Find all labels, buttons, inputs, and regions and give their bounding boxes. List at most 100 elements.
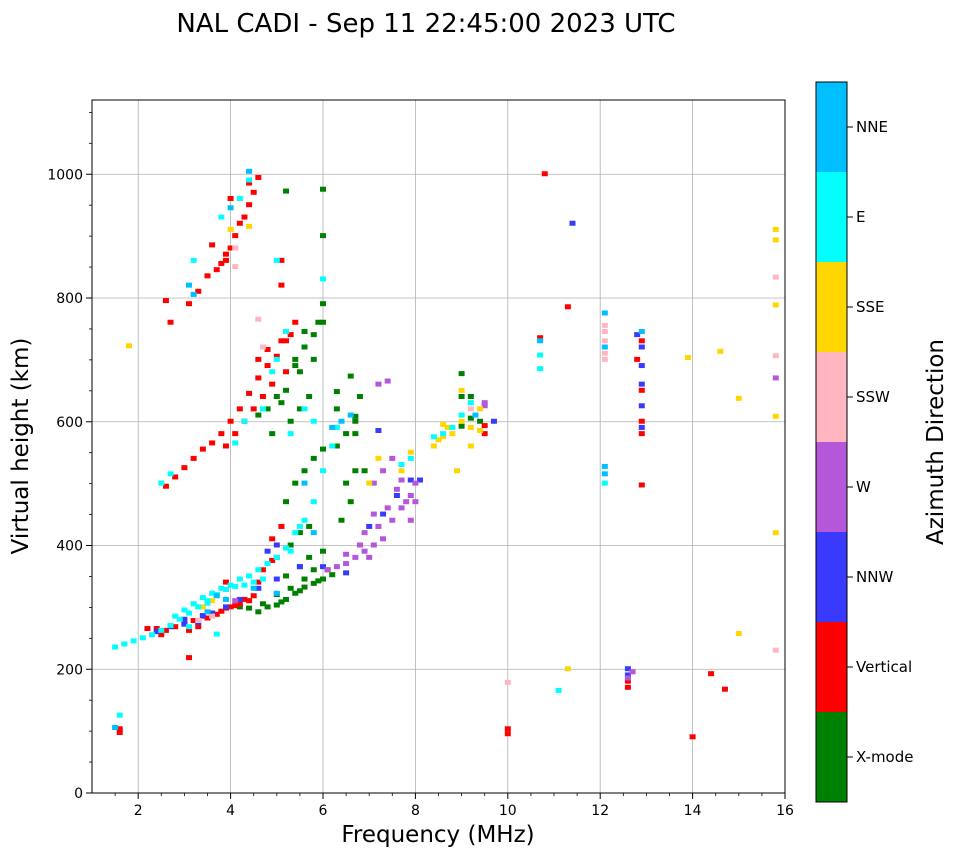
data-point-nnw	[380, 511, 387, 517]
data-point-x-mode	[467, 415, 474, 421]
data-point-vertical	[624, 684, 631, 690]
data-point-nne	[601, 463, 608, 469]
x-tick-label: 14	[684, 803, 702, 819]
data-point-e	[467, 400, 474, 406]
data-point-e	[296, 523, 303, 529]
data-point-vertical	[638, 387, 645, 393]
data-point-ssw	[232, 264, 239, 270]
data-point-vertical	[255, 356, 262, 362]
data-point-nnw	[407, 477, 414, 483]
data-point-x-mode	[310, 567, 317, 573]
data-point-x-mode	[333, 406, 340, 412]
data-point-x-mode	[292, 480, 299, 486]
data-point-vertical	[638, 431, 645, 437]
data-point-vertical	[287, 332, 294, 338]
data-point-ssw	[601, 338, 608, 344]
data-point-w	[403, 499, 410, 505]
data-point-nne	[186, 282, 193, 288]
data-point-nne	[250, 585, 257, 591]
data-point-nnw	[255, 585, 262, 591]
data-point-w	[407, 493, 414, 498]
data-point-e	[310, 499, 317, 505]
data-point-e	[430, 434, 437, 440]
data-point-vertical	[195, 288, 202, 294]
data-point-nne	[329, 424, 336, 430]
colorbar-tick-label: Vertical	[856, 658, 912, 676]
data-point-vertical	[278, 338, 285, 344]
data-point-ssw	[259, 344, 266, 350]
data-point-x-mode	[361, 468, 368, 474]
data-point-x-mode	[356, 394, 363, 399]
data-point-e	[250, 579, 257, 585]
y-axis-label: Virtual height (km)	[8, 338, 34, 555]
data-point-nne	[601, 344, 608, 350]
data-point-vertical	[246, 390, 253, 396]
data-point-x-mode	[352, 418, 359, 424]
data-point-e	[130, 638, 137, 644]
data-point-nne	[347, 412, 354, 418]
data-point-vertical	[283, 338, 290, 344]
data-point-vertical	[190, 617, 197, 623]
data-point-vertical	[222, 443, 229, 449]
data-point-e	[273, 356, 280, 362]
data-point-ssw	[195, 617, 202, 623]
data-point-ssw	[232, 245, 239, 251]
data-point-x-mode	[320, 186, 326, 192]
data-point-vertical	[213, 611, 220, 617]
data-point-nne	[537, 338, 544, 344]
data-point-nnw	[624, 672, 631, 678]
data-point-vertical	[259, 567, 266, 573]
data-point-w	[398, 505, 405, 511]
data-point-nnw	[273, 542, 280, 548]
data-point-w	[398, 477, 405, 483]
data-point-x-mode	[255, 609, 262, 615]
data-point-nnw	[264, 548, 271, 554]
data-point-vertical	[259, 394, 266, 399]
data-point-nne	[472, 412, 479, 418]
colorbar-tick-label: X-mode	[856, 748, 913, 766]
data-point-vertical	[116, 729, 123, 735]
data-point-nnw	[273, 576, 280, 582]
data-point-x-mode	[315, 319, 322, 325]
data-point-vertical	[278, 523, 285, 529]
data-point-sse	[467, 424, 474, 430]
data-point-vertical	[162, 483, 169, 489]
data-point-sse	[772, 530, 779, 536]
data-point-x-mode	[310, 356, 317, 362]
data-point-e	[236, 576, 243, 582]
data-point-x-mode	[283, 499, 290, 505]
data-point-vertical	[190, 455, 197, 461]
data-point-x-mode	[347, 499, 354, 505]
data-point-vertical	[481, 431, 488, 437]
data-point-e	[458, 412, 465, 418]
data-point-w	[380, 468, 387, 474]
data-point-vertical	[246, 202, 253, 208]
data-point-vertical	[172, 624, 179, 630]
data-point-e	[121, 641, 128, 647]
data-point-x-mode	[320, 319, 326, 325]
data-point-vertical	[236, 220, 243, 226]
data-point-x-mode	[458, 371, 465, 377]
data-point-nnw	[199, 613, 206, 619]
data-point-vertical	[204, 273, 211, 279]
data-point-vertical	[708, 671, 715, 677]
data-point-vertical	[255, 579, 262, 585]
data-point-x-mode	[264, 604, 271, 610]
data-point-e	[601, 480, 608, 486]
data-point-vertical	[172, 474, 179, 480]
data-point-sse	[453, 468, 460, 474]
data-point-e	[269, 369, 276, 375]
data-point-x-mode	[296, 588, 303, 594]
data-point-x-mode	[264, 406, 271, 412]
data-point-e	[139, 635, 146, 641]
data-point-w	[370, 480, 377, 486]
data-point-e	[407, 455, 414, 461]
data-point-vertical	[689, 734, 696, 740]
data-point-e	[555, 687, 562, 693]
data-point-vertical	[269, 536, 276, 542]
data-point-vertical	[634, 356, 641, 362]
data-point-vertical	[222, 251, 229, 257]
data-point-nne	[112, 725, 119, 731]
data-point-x-mode	[296, 406, 303, 412]
